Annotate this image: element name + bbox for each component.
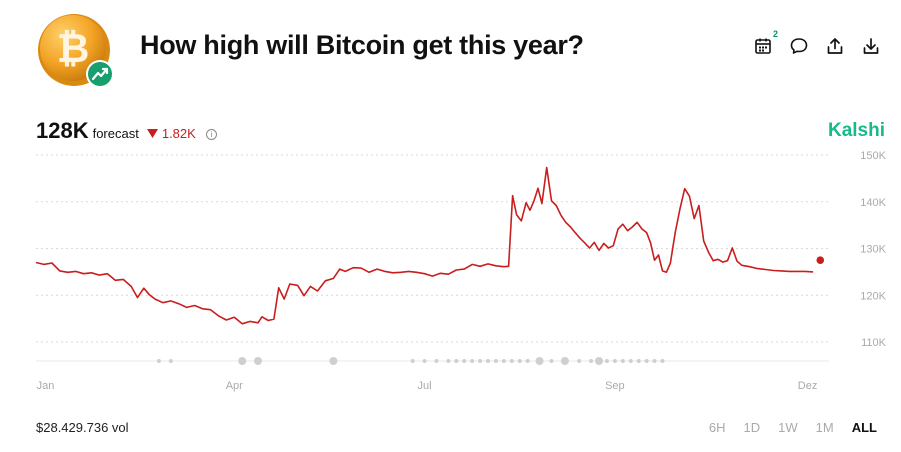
info-icon-glyph: i <box>210 130 213 139</box>
timeline-event-dot[interactable] <box>501 359 506 363</box>
share-icon <box>827 38 843 54</box>
timeline-event-dot[interactable] <box>644 359 649 363</box>
timeline-event-dot[interactable] <box>478 359 483 363</box>
forecast-chart: 150K 140K 130K 120K 110K Jan Apr Jul Sep Dez <box>35 150 887 392</box>
timeline-event-dot[interactable] <box>535 357 544 365</box>
timeline-event-dot[interactable] <box>462 359 467 363</box>
brand-logo: Kalshi <box>827 120 885 141</box>
y-tick-label: 130K <box>860 244 886 256</box>
calendar-button[interactable]: 2 <box>753 29 778 56</box>
timeline-event-dot[interactable] <box>525 359 530 363</box>
timeline-event-dot[interactable] <box>628 359 633 363</box>
forecast-change: 1.82K <box>146 126 196 141</box>
range-1m[interactable]: 1M <box>815 420 834 435</box>
forecast-value: 128K <box>36 118 89 143</box>
timeline-event-dot[interactable] <box>612 359 617 363</box>
share-button[interactable] <box>825 36 845 56</box>
time-range-selector: 6H 1D 1W 1M ALL <box>709 420 877 435</box>
timeline-event-dot[interactable] <box>156 359 161 363</box>
timeline-event-dot[interactable] <box>410 359 415 363</box>
timeline-event-dot[interactable] <box>470 359 475 363</box>
page-title: How high will Bitcoin get this year? <box>140 30 584 60</box>
forecast-summary: 128K forecast 1.82K i <box>36 118 217 144</box>
timeline-event-dot[interactable] <box>434 359 439 363</box>
range-1d[interactable]: 1D <box>743 420 761 435</box>
timeline-event-dot[interactable] <box>454 359 459 363</box>
y-tick-label: 110K <box>861 337 887 349</box>
x-tick-label: Jan <box>37 380 55 392</box>
triangle-down-icon <box>146 129 158 138</box>
range-all[interactable]: ALL <box>851 420 877 435</box>
timeline-event-dot[interactable] <box>493 359 498 363</box>
timeline-event-dot[interactable] <box>604 359 609 363</box>
info-icon[interactable]: i <box>205 129 217 140</box>
timeline-event-dot[interactable] <box>254 357 263 365</box>
forecast-change-value: 1.82K <box>161 126 196 141</box>
calendar-icon <box>755 38 771 54</box>
timeline-event-dot[interactable] <box>636 359 641 363</box>
download-button[interactable] <box>861 36 881 56</box>
timeline-event-dot[interactable] <box>329 357 338 365</box>
comment-icon <box>790 38 808 54</box>
x-tick-label: Jul <box>418 380 432 392</box>
timeline-event-dot[interactable] <box>589 359 594 363</box>
trending-up-icon <box>86 60 114 88</box>
comments-button[interactable] <box>789 36 809 56</box>
timeline-event-dot[interactable] <box>560 357 569 365</box>
range-6h[interactable]: 6H <box>708 420 726 435</box>
timeline-event-dot[interactable] <box>509 359 514 363</box>
timeline-event-dot[interactable] <box>652 359 657 363</box>
timeline-event-dot[interactable] <box>238 357 247 365</box>
timeline-event-dot[interactable] <box>517 359 522 363</box>
timeline-event-dot[interactable] <box>620 359 625 363</box>
timeline-event-dot[interactable] <box>168 359 173 363</box>
download-icon <box>863 38 879 54</box>
timeline-event-dot[interactable] <box>577 359 582 363</box>
market-logo: ₿ <box>36 12 116 92</box>
toolbar: 2 <box>753 29 881 56</box>
y-tick-label: 150K <box>860 150 886 162</box>
volume-label: $28.429.736 vol <box>36 420 129 435</box>
bitcoin-icon: ₿ <box>38 14 110 86</box>
timeline-event-dot[interactable] <box>660 359 665 363</box>
x-tick-label: Apr <box>226 380 243 392</box>
forecast-label: forecast <box>92 126 139 141</box>
series-line <box>35 166 814 325</box>
timeline-event-dot[interactable] <box>422 359 427 363</box>
x-tick-label: Dez <box>798 380 818 392</box>
range-1w[interactable]: 1W <box>778 420 798 435</box>
timeline-event-dot[interactable] <box>595 357 604 365</box>
x-tick-label: Sep <box>605 380 625 392</box>
svg-text:₿: ₿ <box>57 26 90 72</box>
timeline-event-dot[interactable] <box>549 359 554 363</box>
timeline-event-dot[interactable] <box>486 359 491 363</box>
current-point[interactable] <box>816 256 825 264</box>
calendar-badge: 2 <box>772 29 778 39</box>
y-tick-label: 140K <box>860 197 886 209</box>
timeline-event-dot[interactable] <box>446 359 451 363</box>
y-tick-label: 120K <box>860 290 886 302</box>
